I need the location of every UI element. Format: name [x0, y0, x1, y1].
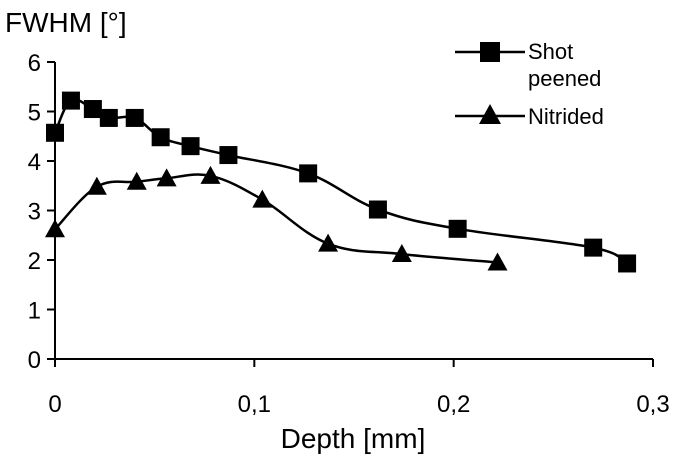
legend-item-shot-peened: Shot peened	[455, 39, 601, 91]
data-point-shot-peened	[299, 164, 318, 183]
legend-label-shot-peened-line2: peened	[528, 66, 601, 91]
data-point-shot-peened	[181, 137, 200, 156]
data-point-shot-peened	[151, 128, 170, 147]
data-point-shot-peened	[618, 254, 637, 273]
data-point-shot-peened	[584, 238, 603, 257]
y-tick-label: 4	[28, 149, 41, 176]
data-point-nitrided	[318, 233, 339, 252]
legend-item-nitrided: Nitrided	[455, 104, 604, 129]
series-layer	[45, 91, 637, 273]
y-ticks: 0 1 2 3 4 5 6	[28, 50, 55, 374]
data-point-nitrided	[156, 168, 177, 187]
data-point-shot-peened	[46, 123, 64, 142]
data-point-nitrided	[45, 219, 65, 238]
legend-label-nitrided: Nitrided	[528, 104, 604, 129]
data-point-nitrided	[86, 176, 107, 195]
x-tick-label: 0,1	[238, 391, 271, 418]
x-tick-label: 0,2	[437, 391, 470, 418]
legend-square-marker	[480, 42, 500, 62]
data-point-shot-peened	[219, 146, 238, 165]
series-nitrided	[45, 165, 508, 271]
series-shot-peened	[46, 91, 637, 273]
data-point-shot-peened	[448, 219, 467, 238]
data-point-shot-peened	[368, 200, 387, 219]
x-tick-label: 0	[48, 391, 61, 418]
legend: Shot peened Nitrided	[455, 39, 604, 129]
data-point-nitrided	[487, 252, 508, 271]
data-point-nitrided	[200, 165, 221, 184]
x-axis-title: Depth [mm]	[281, 423, 426, 454]
data-point-nitrided	[126, 171, 147, 190]
data-point-shot-peened	[61, 91, 80, 110]
data-point-shot-peened	[125, 108, 144, 127]
legend-triangle-marker	[479, 104, 501, 124]
legend-label-shot-peened-line1: Shot	[528, 39, 573, 64]
y-tick-label: 2	[28, 248, 41, 275]
y-tick-label: 3	[28, 199, 41, 226]
data-point-shot-peened	[83, 100, 102, 119]
x-tick-label: 0,3	[636, 391, 669, 418]
y-tick-label: 5	[28, 100, 41, 127]
x-ticks: 0 0,1 0,2 0,3	[48, 359, 670, 418]
series-line-nitrided	[54, 173, 498, 264]
y-axis-title: FWHM [°]	[5, 7, 127, 38]
data-point-nitrided	[391, 244, 412, 263]
data-point-nitrided	[252, 189, 273, 208]
y-tick-label: 6	[28, 50, 41, 77]
y-tick-label: 0	[28, 347, 41, 374]
data-point-shot-peened	[99, 108, 118, 127]
y-tick-label: 1	[28, 298, 41, 325]
